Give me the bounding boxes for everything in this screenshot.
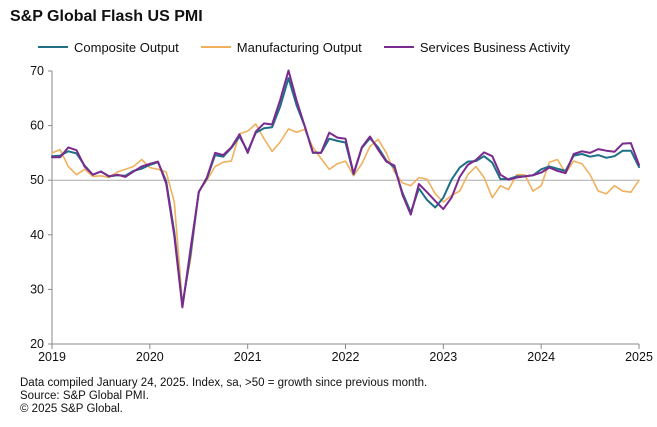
x-tick-label-2022: 2022	[332, 350, 360, 364]
chart-legend: Composite Output Manufacturing Output Se…	[38, 38, 570, 56]
legend-item-services: Services Business Activity	[383, 39, 571, 55]
legend-label-services: Services Business Activity	[419, 39, 571, 55]
x-tick-label-2023: 2023	[429, 350, 457, 364]
y-tick-label-60: 60	[30, 119, 44, 133]
legend-label-manufacturing: Manufacturing Output	[236, 39, 362, 55]
footer-data-note: Data compiled January 24, 2025. Index, s…	[20, 377, 428, 389]
y-tick-label-20: 20	[30, 337, 44, 351]
x-tick-label-2019: 2019	[38, 350, 66, 364]
footer-source: Source: S&P Global PMI.	[20, 390, 149, 402]
series-line-composite	[51, 77, 640, 307]
legend-label-composite: Composite Output	[74, 39, 179, 55]
x-tick-label-2025: 2025	[625, 350, 653, 364]
legend-swatch-manufacturing	[200, 46, 231, 48]
y-tick-label-70: 70	[30, 64, 44, 78]
chart-footer: Data compiled January 24, 2025. Index, s…	[20, 377, 427, 416]
series-line-manufacturing	[51, 123, 640, 304]
x-tick-label-2024: 2024	[527, 350, 555, 364]
chart-title: S&P Global Flash US PMI	[10, 8, 203, 25]
y-tick-label-40: 40	[30, 228, 44, 242]
x-tick-label-2021: 2021	[234, 350, 262, 364]
legend-swatch-services	[383, 46, 414, 48]
series-line-services	[51, 69, 640, 309]
x-tick-label-2020: 2020	[136, 350, 164, 364]
legend-item-manufacturing: Manufacturing Output	[200, 39, 362, 55]
y-tick-label-50: 50	[30, 173, 44, 187]
y-tick-label-30: 30	[30, 282, 44, 296]
footer-copyright: © 2025 S&P Global.	[20, 403, 123, 415]
legend-swatch-composite	[38, 46, 68, 48]
legend-item-composite: Composite Output	[38, 40, 179, 55]
